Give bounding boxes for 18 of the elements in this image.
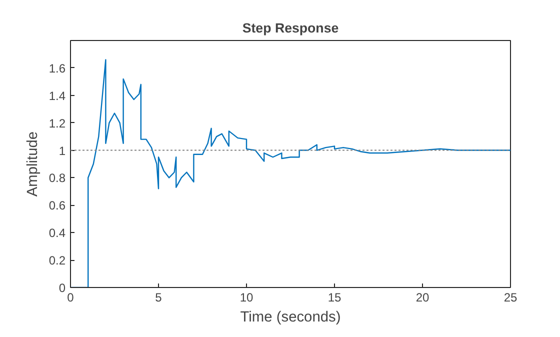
y-tick-label: 1.2: [48, 116, 66, 130]
y-tick-label: 0.2: [48, 254, 66, 268]
y-tick-label: 0.8: [48, 171, 66, 186]
chart-title: Step Response: [242, 20, 339, 36]
y-tick-label: 1: [58, 144, 66, 158]
y-tick-label: 0.4: [48, 226, 66, 240]
y-tick-label: 0: [58, 281, 66, 295]
x-tick-label: 20: [416, 290, 430, 304]
x-tick-label: 25: [504, 290, 518, 304]
x-tick-label: 5: [155, 290, 162, 304]
x-tick-label: 0: [67, 290, 74, 304]
y-tick-label: 1.6: [48, 61, 66, 76]
y-tick-label: 1.4: [48, 88, 66, 103]
x-tick-label: 10: [240, 290, 254, 304]
x-axis-title: Time (seconds): [240, 310, 341, 326]
y-tick-label: 0.6: [48, 198, 66, 213]
y-axis-title: Amplitude: [24, 131, 41, 197]
x-tick-label: 15: [328, 290, 342, 304]
